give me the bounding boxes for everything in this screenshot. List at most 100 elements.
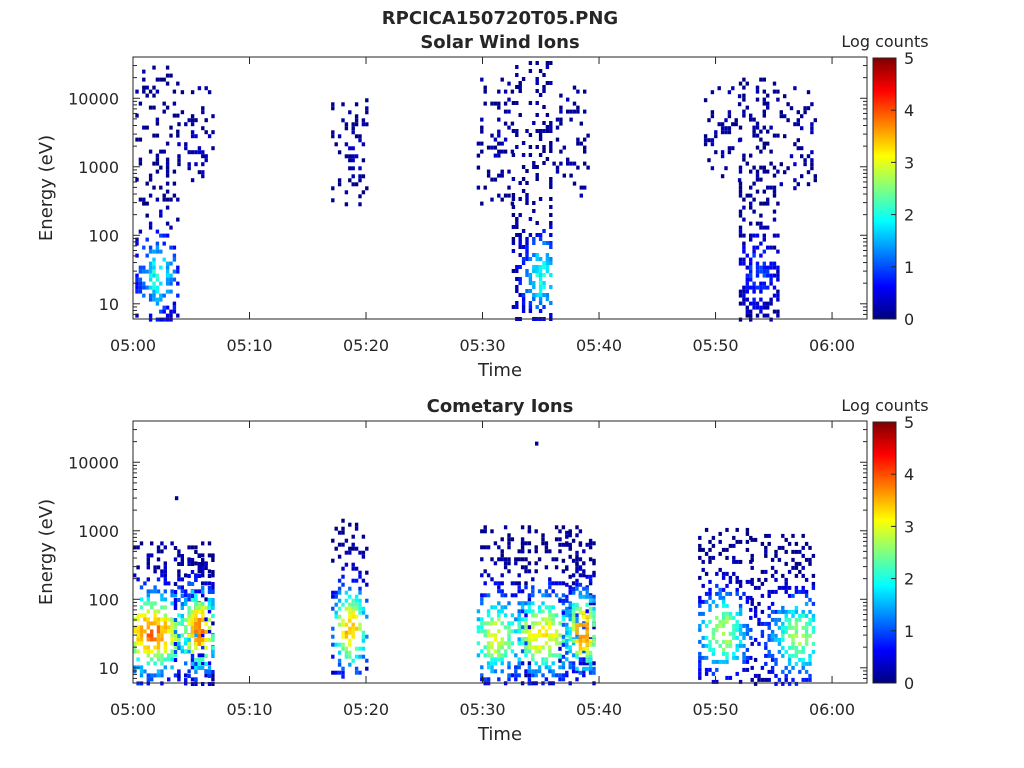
heatmap-cell [767,593,771,598]
heatmap-cell [752,297,756,302]
heatmap-cell [535,81,539,85]
heatmap-cell [813,118,817,123]
heatmap-cell [766,101,770,106]
heatmap-cell [136,613,140,618]
heatmap-cell [745,285,749,290]
heatmap-cell [348,178,352,183]
heatmap-cell [211,558,215,562]
heatmap-cell [201,541,205,546]
heatmap-cell [704,623,709,628]
heatmap-cell [358,606,362,611]
heatmap-cell [755,269,760,274]
heatmap-cell [518,85,522,89]
heatmap-cell [211,654,215,658]
heatmap-cell [549,181,553,185]
heatmap-cell [160,653,164,658]
heatmap-cell [480,597,484,602]
heatmap-cell [762,249,766,254]
heatmap-cell [774,609,778,614]
heatmap-cell [142,89,146,94]
heatmap-cell [511,197,516,201]
heatmap-cell [365,110,369,115]
heatmap-cell [497,649,501,654]
heatmap-cell [757,585,761,590]
heatmap-cell [531,633,535,638]
heatmap-cell [766,273,770,278]
heatmap-cell [742,667,746,672]
heatmap-cell [571,669,576,674]
heatmap-cell [163,621,167,626]
heatmap-cell [571,661,576,666]
heatmap-cell [146,593,150,598]
heatmap-cell [545,65,550,69]
heatmap-cell [548,609,552,614]
heatmap-cell [793,178,797,183]
heatmap-cell [534,613,538,618]
heatmap-cell [781,585,785,590]
heatmap-cell [337,554,342,559]
heatmap-cell [714,150,718,155]
heatmap-cell [520,589,525,594]
heatmap-cell [525,169,529,173]
heatmap-cell [341,526,345,531]
heatmap-cell [545,265,550,269]
heatmap-cell [535,145,539,149]
heatmap-cell [511,305,516,309]
heatmap-cell [344,550,349,555]
heatmap-cell [187,649,191,654]
heatmap-cell [575,666,579,671]
heatmap-cell [738,539,743,544]
heatmap-cell [535,441,539,446]
heatmap-cell [745,527,750,532]
heatmap-cell [753,537,758,542]
heatmap-cell [527,637,532,642]
heatmap-cell [507,545,511,550]
heatmap-cell [204,581,208,586]
heatmap-cell [786,102,790,107]
heatmap-cell [776,133,780,138]
heatmap-cell [808,677,812,682]
heatmap-cell [138,285,143,290]
heatmap-cell [156,669,161,674]
heatmap-cell [568,609,572,614]
heatmap-cell [732,571,736,576]
heatmap-cell [348,546,352,551]
heatmap-cell [575,557,579,562]
heatmap-cell [801,609,805,614]
heatmap-cell [486,641,491,646]
heatmap-cell [532,161,536,165]
heatmap-cell [490,657,494,662]
heatmap-cell [169,313,173,318]
heatmap-cell [197,146,202,151]
heatmap-cell [718,595,722,600]
heatmap-cell [772,309,777,314]
heatmap-cell [791,677,795,682]
heatmap-cell [521,77,526,81]
heatmap-cell [542,121,546,125]
heatmap-cell [197,634,201,638]
heatmap-cell [331,558,335,563]
heatmap-cell [497,617,501,622]
heatmap-cell [720,150,725,155]
heatmap-cell [527,597,532,602]
heatmap-cell [725,591,729,596]
heatmap-cell [348,626,352,631]
heatmap-cell [585,626,589,631]
x-tick-label: 05:10 [226,336,272,355]
heatmap-cell [561,673,566,678]
heatmap-cell [798,561,802,566]
heatmap-cell [139,665,144,670]
heatmap-cell [742,85,746,90]
heatmap-cell [568,613,572,618]
heatmap-cell [515,269,519,273]
heatmap-cell [354,526,359,531]
heatmap-cell [490,145,494,150]
heatmap-cell [344,122,349,127]
heatmap-cell [490,605,494,610]
heatmap-cell [497,629,501,634]
heatmap-cell [170,637,174,642]
heatmap-cell [521,305,526,309]
heatmap-cell [351,542,355,547]
heatmap-cell [361,646,366,651]
heatmap-cell [500,657,504,662]
